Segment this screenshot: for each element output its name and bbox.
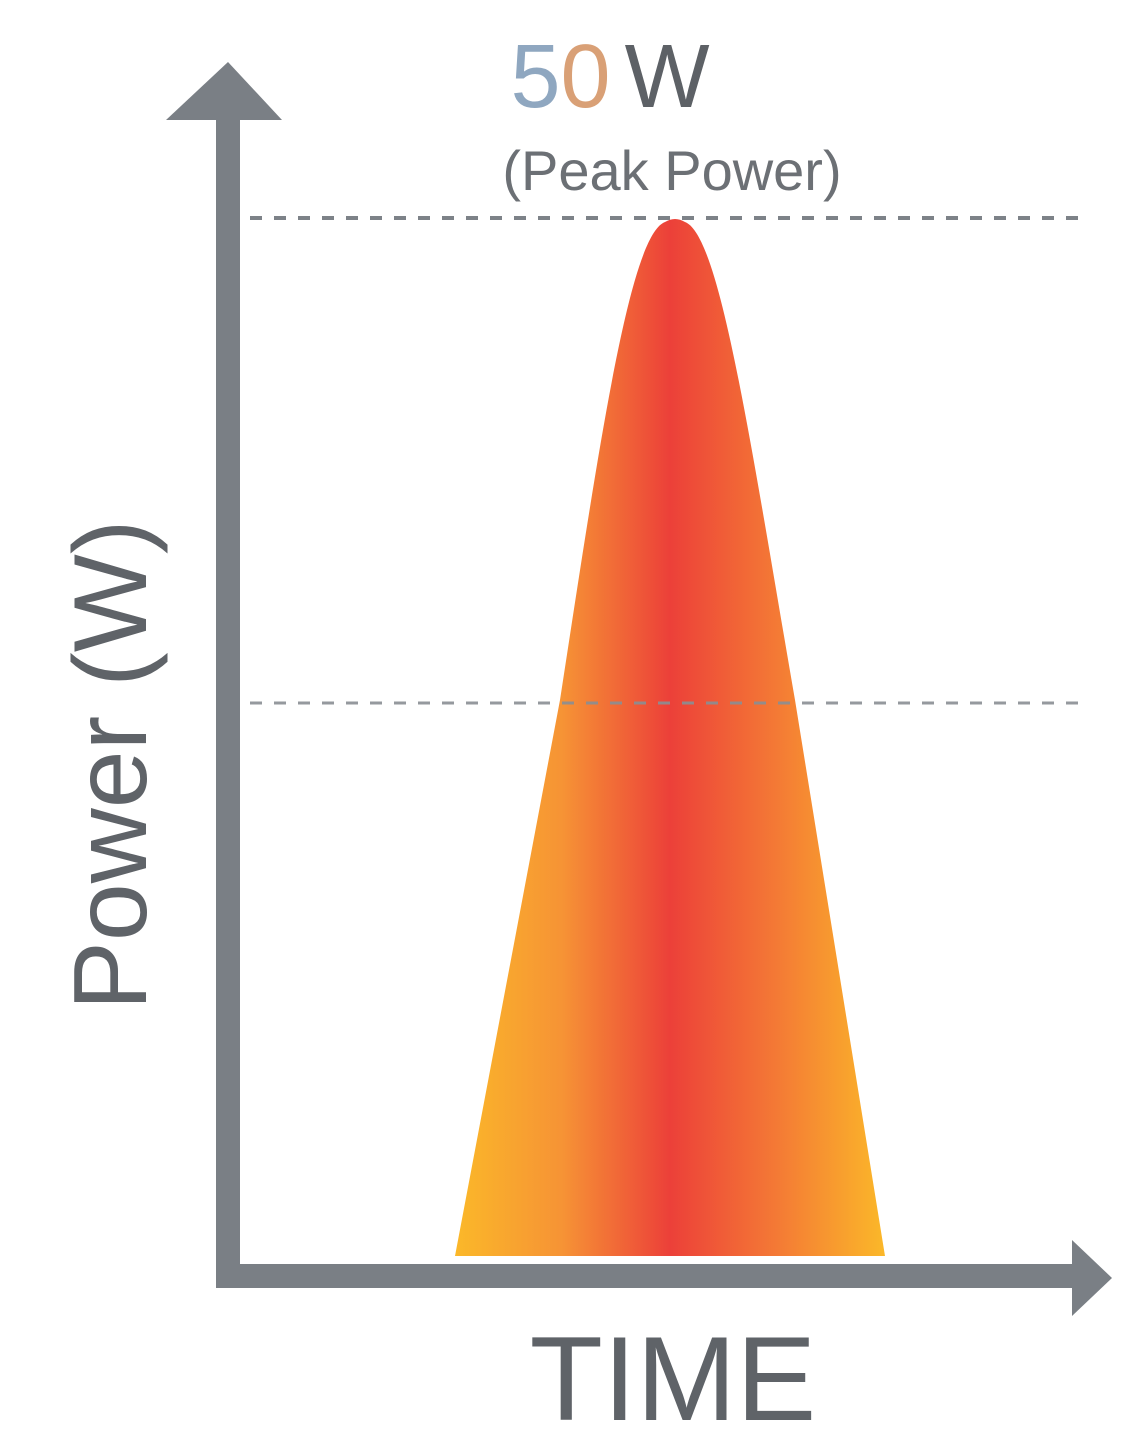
peak-value-digit-0: 0 bbox=[561, 27, 611, 127]
y-axis-label: Power (W) bbox=[53, 519, 169, 1010]
arrow-up-icon bbox=[166, 62, 282, 120]
peak-value-label: 50 W bbox=[510, 27, 709, 127]
peak-value-digit-5: 5 bbox=[510, 27, 560, 127]
arrow-right-icon bbox=[1072, 1240, 1112, 1316]
power-pulse bbox=[455, 219, 885, 1256]
peak-value-unit: W bbox=[625, 27, 710, 127]
peak-note-label: (Peak Power) bbox=[502, 139, 841, 202]
x-axis-label: TIME bbox=[530, 1312, 817, 1436]
